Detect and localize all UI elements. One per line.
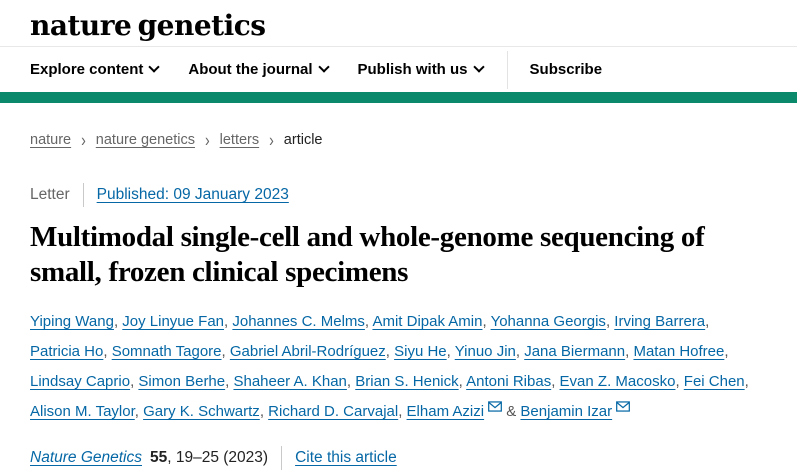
author-link[interactable]: Joy Linyue Fan [122, 313, 225, 330]
author-separator: , [103, 343, 112, 360]
logo-row: nature genetics [0, 0, 797, 47]
author-separator: , [134, 403, 144, 420]
author-separator: , [364, 313, 373, 330]
author-separator: , [515, 343, 525, 360]
author-link[interactable]: Benjamin Izar [520, 403, 613, 420]
divider [281, 446, 283, 470]
author-list: Yiping Wang, Joy Linyue Fan, Johannes C.… [30, 307, 775, 427]
article-meta-row: Letter Published: 09 January 2023 [30, 183, 775, 207]
breadcrumb-item-letters[interactable]: letters [219, 132, 260, 148]
journal-logo[interactable]: nature genetics [30, 9, 266, 42]
author-separator: , [744, 373, 749, 390]
breadcrumb: nature › nature genetics › letters › article [0, 129, 797, 151]
author-link[interactable]: Simon Berhe [138, 373, 226, 390]
author-link[interactable]: Siyu He [394, 343, 447, 360]
author-link[interactable]: Yohanna Georgis [490, 313, 606, 330]
author-separator: , [605, 313, 615, 330]
email-envelope-icon[interactable] [616, 401, 631, 412]
author-link[interactable]: Lindsay Caprio [30, 373, 131, 390]
author-separator: , [398, 403, 407, 420]
journal-citation-link[interactable]: Nature Genetics [30, 449, 142, 466]
author-link[interactable]: Brian S. Henick [355, 373, 459, 390]
author-separator: , [551, 373, 560, 390]
email-envelope-icon[interactable] [488, 401, 502, 412]
article-type-label: Letter [30, 186, 70, 203]
author-link[interactable]: Antoni Ribas [466, 373, 552, 390]
cite-this-article-link[interactable]: Cite this article [295, 449, 397, 466]
author-link[interactable]: Yiping Wang [30, 313, 114, 330]
author-separator: , [446, 343, 455, 360]
author-separator: , [259, 403, 269, 420]
author-link[interactable]: Matan Hofree [633, 343, 725, 360]
author-separator: , [346, 373, 356, 390]
article-title: Multimodal single-cell and whole-genome … [30, 221, 705, 288]
author-link[interactable]: Evan Z. Macosko [559, 373, 676, 390]
author-link[interactable]: Amit Dipak Amin [372, 313, 483, 330]
nav-divider [506, 50, 508, 89]
nav-item-publish-with-us[interactable]: Publish with us [358, 61, 485, 78]
author-separator: , [675, 373, 684, 390]
author-link[interactable]: Jana Biermann [524, 343, 626, 360]
author-separator: , [705, 313, 710, 330]
breadcrumb-item-article: article [283, 132, 323, 148]
citation-volume: 55 [150, 449, 168, 466]
chevron-down-icon [148, 61, 161, 73]
breadcrumb-item-nature-genetics[interactable]: nature genetics [95, 132, 195, 148]
published-date-link[interactable]: Published: 09 January 2023 [96, 186, 289, 203]
breadcrumb-separator-icon: › [204, 129, 210, 151]
author-separator: , [458, 373, 467, 390]
author-separator: , [113, 313, 123, 330]
nav-item-explore-content[interactable]: Explore content [30, 61, 161, 78]
author-link[interactable]: Alison M. Taylor [30, 403, 135, 420]
author-link[interactable]: Richard D. Carvajal [268, 403, 399, 420]
author-link[interactable]: Shaheer A. Khan [233, 373, 347, 390]
author-separator: , [625, 343, 634, 360]
author-separator: , [385, 343, 395, 360]
citation-row: Nature Genetics 55 , 19–25 (2023) Cite t… [30, 446, 775, 470]
author-link[interactable]: Fei Chen [683, 373, 745, 390]
breadcrumb-separator-icon: › [81, 129, 86, 151]
nav-item-subscribe[interactable]: Subscribe [529, 61, 603, 78]
author-separator: , [724, 343, 729, 360]
chevron-down-icon [317, 61, 330, 73]
author-link[interactable]: Yinuo Jin [454, 343, 516, 360]
nav-item-about-the-journal[interactable]: About the journal [188, 61, 330, 78]
accent-bar [0, 92, 797, 103]
article-header: Letter Published: 09 January 2023 Multim… [0, 183, 797, 470]
author-separator: , [221, 343, 230, 360]
citation-pages-year: , 19–25 (2023) [167, 449, 269, 466]
author-link[interactable]: Gabriel Abril-Rodríguez [229, 343, 386, 360]
author-separator: , [130, 373, 139, 390]
breadcrumb-item-nature[interactable]: nature [30, 132, 72, 148]
divider [82, 183, 84, 207]
chevron-down-icon [472, 61, 485, 73]
breadcrumb-separator-icon: › [269, 129, 274, 151]
author-separator: & [502, 403, 521, 420]
author-link[interactable]: Patricia Ho [30, 343, 104, 360]
author-link[interactable]: Johannes C. Melms [232, 313, 365, 330]
main-nav: Explore content About the journal Publish … [0, 47, 797, 92]
author-link[interactable]: Elham Azizi [406, 403, 485, 420]
author-link[interactable]: Somnath Tagore [111, 343, 222, 360]
author-link[interactable]: Gary K. Schwartz [143, 403, 260, 420]
author-separator: , [482, 313, 491, 330]
author-separator: , [225, 373, 234, 390]
author-separator: , [224, 313, 233, 330]
author-link[interactable]: Irving Barrera [614, 313, 706, 330]
site-header: nature genetics Explore content About the… [0, 0, 797, 103]
